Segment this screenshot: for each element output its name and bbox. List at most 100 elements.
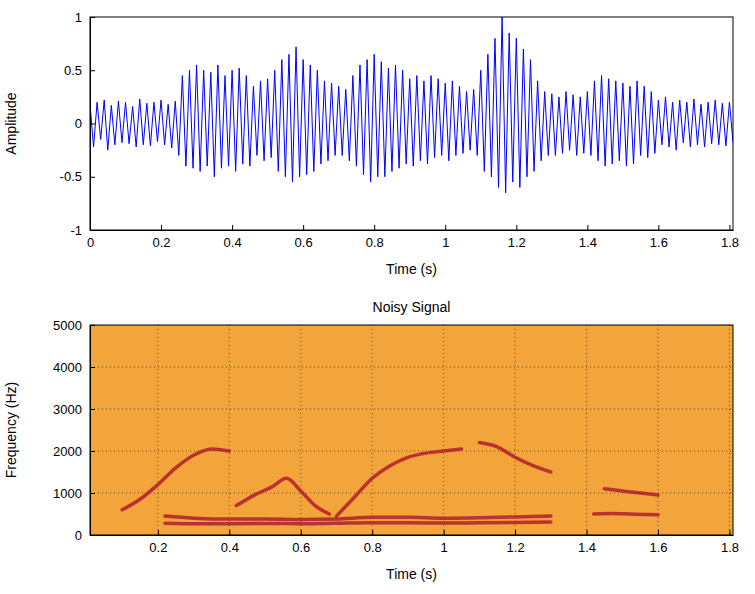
tick: 1.2 — [507, 530, 525, 555]
tick-label: -1 — [70, 223, 82, 238]
tick-mark — [90, 124, 95, 125]
grid-line — [372, 325, 373, 535]
x-axis: 0.20.40.60.811.21.41.61.8 — [91, 530, 739, 555]
tick-mark — [158, 530, 159, 535]
plot-frame — [90, 17, 733, 230]
tick: 0.2 — [149, 530, 167, 555]
y-axis: -1 -0.5 0 0.5 1 — [60, 10, 95, 238]
tick-label: 1.8 — [721, 235, 739, 250]
y-axis-title: Amplitude — [3, 92, 19, 154]
grid-line — [443, 325, 444, 535]
y-axis: 010002000300040005000 — [53, 318, 95, 543]
tick-mark — [229, 530, 230, 535]
tick-mark — [658, 225, 659, 230]
grid-line — [90, 367, 733, 368]
formant-track — [165, 516, 551, 519]
grid-line — [300, 325, 301, 535]
tick: 0.6 — [295, 225, 313, 250]
tick: 2000 — [53, 444, 95, 459]
tick-mark — [658, 530, 659, 535]
tick-label: 1 — [441, 540, 448, 555]
tick-label: 1.2 — [508, 235, 526, 250]
tick: 1.6 — [649, 530, 667, 555]
tick: 1000 — [53, 486, 95, 501]
tick-mark — [161, 225, 162, 230]
tick-label: 2000 — [53, 444, 82, 459]
grid-line — [157, 325, 158, 535]
tick-mark — [374, 225, 375, 230]
tick-mark — [587, 225, 588, 230]
tick-mark — [90, 177, 95, 178]
tick: 0.4 — [221, 530, 239, 555]
formant-track — [236, 478, 329, 514]
tick: -0.5 — [60, 169, 95, 184]
axis-line — [90, 326, 91, 536]
axis-line — [91, 535, 734, 536]
tick-label: 0.5 — [64, 63, 82, 78]
tick-mark — [90, 230, 95, 231]
tick: 1.4 — [578, 530, 596, 555]
tick: 1.8 — [721, 530, 739, 555]
tick: 1.8 — [721, 225, 739, 250]
tick-mark — [232, 225, 233, 230]
y-axis-title: Frequency (Hz) — [3, 382, 19, 478]
x-axis: 00.20.40.60.811.21.41.61.8 — [87, 225, 739, 250]
tick-label: 0.2 — [149, 540, 167, 555]
grid-line — [586, 325, 587, 535]
tick-mark — [90, 535, 95, 536]
tick: 1 — [441, 530, 448, 555]
tick: 1 — [442, 225, 449, 250]
grid-line — [90, 451, 733, 452]
tick-label: 1.6 — [650, 235, 668, 250]
tick: 1.2 — [508, 225, 526, 250]
tick-label: 1.2 — [507, 540, 525, 555]
tick-mark — [90, 451, 95, 452]
grid-line — [515, 325, 516, 535]
tick-mark — [90, 70, 95, 71]
grid-line — [657, 325, 658, 535]
tick-label: 1.6 — [649, 540, 667, 555]
plot-area — [90, 17, 733, 193]
formant-track — [165, 522, 551, 524]
tick-mark — [303, 225, 304, 230]
tick-label: 1000 — [53, 486, 82, 501]
tick-label: 0.6 — [295, 235, 313, 250]
tick-label: 1 — [75, 10, 82, 25]
tick: 5000 — [53, 318, 95, 333]
tick-label: 1 — [442, 235, 449, 250]
formant-track — [122, 449, 229, 510]
formant-track — [336, 449, 461, 516]
tick-mark — [90, 493, 95, 494]
tick-label: 4000 — [53, 360, 82, 375]
tick-label: 0.2 — [153, 235, 171, 250]
spectrogram-ground — [90, 325, 733, 535]
formant-track — [594, 514, 658, 515]
plot-frame — [90, 325, 733, 535]
tick-label: 1.4 — [578, 540, 596, 555]
tick-label: 1.8 — [721, 540, 739, 555]
tick-mark — [515, 530, 516, 535]
tick-label: 0.4 — [221, 540, 239, 555]
formant-track — [479, 443, 550, 472]
tick: 0.8 — [364, 530, 382, 555]
tick-label: 0 — [75, 528, 82, 543]
tick-label: 0 — [75, 116, 82, 131]
grid-line — [229, 325, 230, 535]
chart-title: Noisy Signal — [373, 299, 451, 315]
tick: 1 — [75, 10, 95, 25]
panel-1: 0.20.40.60.811.21.41.61.8010002000300040… — [3, 299, 739, 582]
tick: 0.5 — [64, 63, 95, 78]
axis-line — [91, 230, 734, 231]
tick-mark — [729, 225, 730, 230]
signal-line — [90, 17, 733, 193]
tick: 0.4 — [224, 225, 242, 250]
tick-label: 1.4 — [579, 235, 597, 250]
tick: 0.8 — [366, 225, 384, 250]
tick-label: 0.8 — [366, 235, 384, 250]
tick: 1.6 — [650, 225, 668, 250]
tick: 0 — [75, 116, 95, 131]
plot-area — [90, 325, 733, 535]
tick-mark — [516, 225, 517, 230]
tick-label: -0.5 — [60, 169, 82, 184]
tick-mark — [587, 530, 588, 535]
